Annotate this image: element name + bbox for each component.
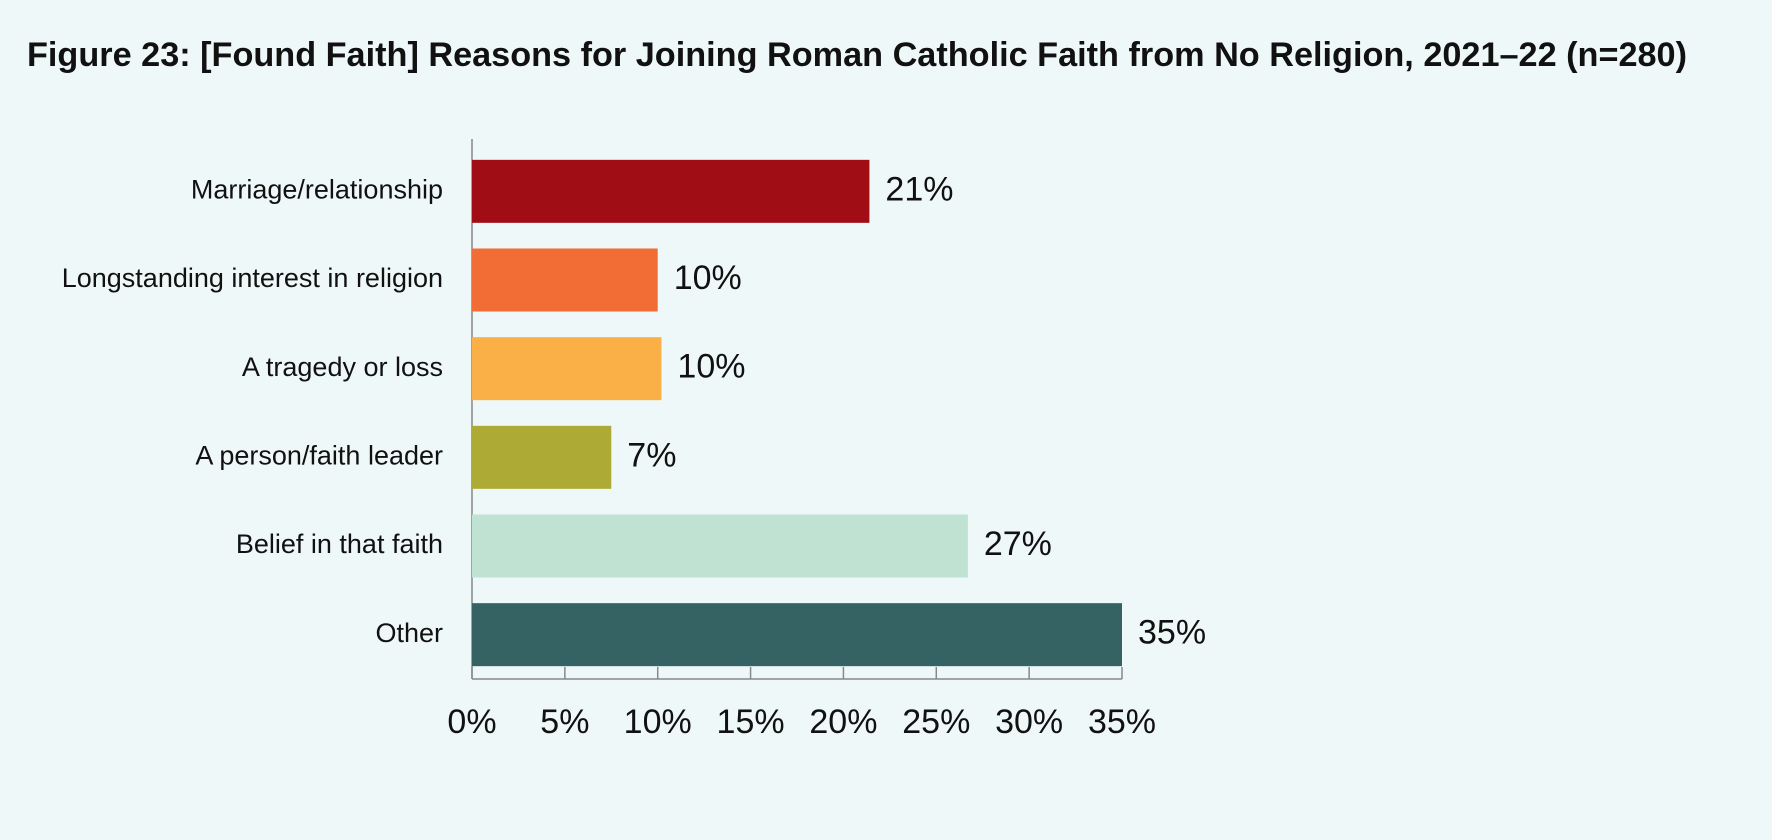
value-label: 10% bbox=[674, 259, 742, 297]
x-tick-label: 20% bbox=[809, 703, 877, 741]
x-tick-label: 15% bbox=[717, 703, 785, 741]
y-tick-label: Belief in that faith bbox=[236, 529, 443, 559]
bar bbox=[472, 425, 612, 489]
value-label: 27% bbox=[984, 525, 1052, 563]
bar bbox=[472, 514, 968, 578]
x-tick-label: 35% bbox=[1088, 703, 1156, 741]
x-tick-label: 25% bbox=[902, 703, 970, 741]
y-tick-label: Marriage/relationship bbox=[191, 174, 443, 204]
bar bbox=[472, 603, 1122, 667]
chart-title: Figure 23: [Found Faith] Reasons for Joi… bbox=[27, 36, 1687, 74]
y-tick-label: Other bbox=[375, 618, 443, 648]
value-label: 7% bbox=[627, 436, 676, 474]
value-label: 35% bbox=[1138, 614, 1206, 652]
value-label: 21% bbox=[885, 170, 953, 208]
bar bbox=[472, 159, 870, 223]
bar bbox=[472, 248, 658, 312]
x-tick-label: 30% bbox=[995, 703, 1063, 741]
x-tick-label: 5% bbox=[540, 703, 589, 741]
y-tick-label: A person/faith leader bbox=[195, 440, 443, 470]
y-tick-label: Longstanding interest in religion bbox=[62, 263, 443, 293]
bar bbox=[472, 337, 662, 401]
x-tick-label: 10% bbox=[624, 703, 692, 741]
value-label: 10% bbox=[677, 348, 745, 386]
x-tick-label: 0% bbox=[447, 703, 496, 741]
y-tick-label: A tragedy or loss bbox=[242, 352, 443, 382]
